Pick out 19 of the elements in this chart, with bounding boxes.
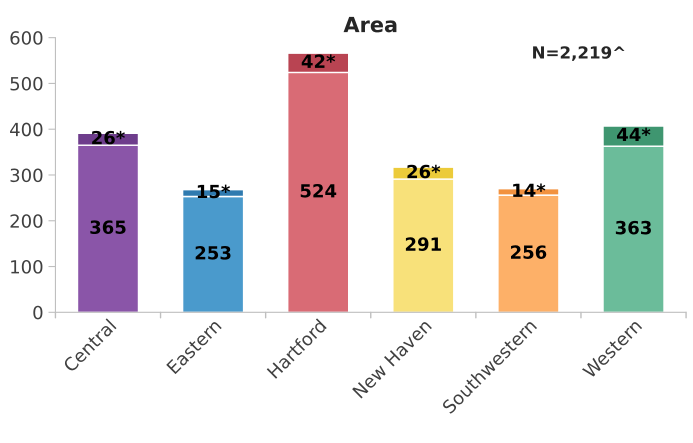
y-tick-label: 200 (10, 214, 42, 228)
data-label: 365 (90, 220, 126, 234)
data-label: 256 (510, 245, 546, 259)
annotation: N=2,219^ (533, 46, 624, 61)
data-label: 26* (407, 164, 440, 178)
y-tick-label: 100 (11, 260, 42, 274)
data-label: 42* (302, 54, 336, 68)
data-label: 44* (617, 128, 650, 142)
data-label: 524 (300, 184, 336, 198)
y-tick-label: 0 (33, 306, 42, 320)
y-tick-label: 300 (10, 168, 42, 182)
y-tick-label: 500 (10, 76, 42, 91)
data-label: 253 (196, 246, 231, 260)
data-label: 291 (406, 237, 441, 251)
chart-title: Area (344, 16, 396, 32)
y-tick-label: 600 (10, 31, 42, 45)
data-label: 26* (92, 130, 125, 145)
y-tick-label: 400 (10, 122, 42, 136)
data-label: 363 (616, 220, 651, 234)
